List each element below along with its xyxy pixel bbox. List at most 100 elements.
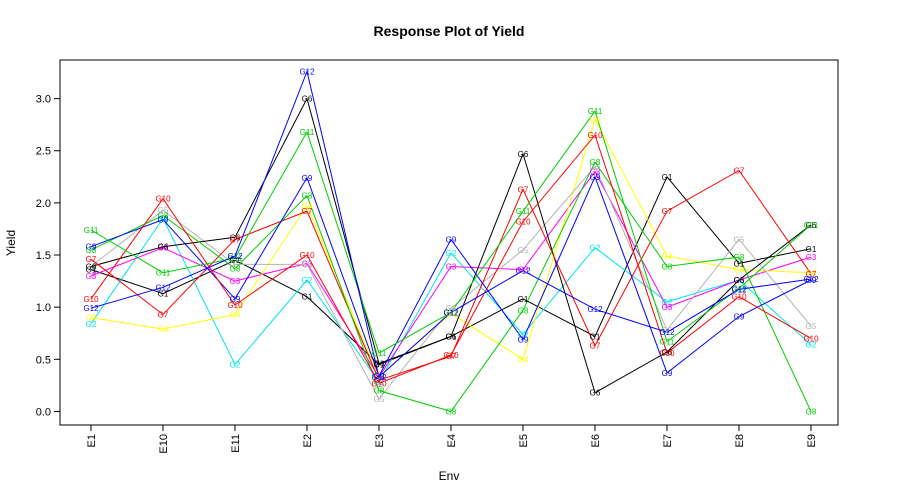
point-label-g7: G7	[86, 255, 97, 264]
series-line-g3	[90, 170, 812, 378]
series-line-g5	[90, 165, 812, 400]
plot-frame	[59, 59, 839, 426]
point-label-g9: G9	[86, 243, 97, 252]
point-label-g10: G10	[443, 351, 459, 360]
point-label-g10: G10	[515, 218, 531, 227]
point-label-g9: G9	[374, 372, 385, 381]
point-label-g10: G10	[587, 131, 603, 140]
point-label-g3: G3	[374, 373, 385, 382]
x-axis: E1 E10 E11 E2 E3 E4 E5 E6 E7 E8 E9	[86, 425, 818, 454]
y-tick-label: 1.0	[36, 302, 51, 314]
point-label-g11: G11	[588, 107, 603, 116]
x-tick-label: E11	[230, 434, 242, 453]
point-label-g2: G2	[734, 276, 745, 285]
point-label-g9: G9	[662, 369, 673, 378]
point-label-g4: G4	[518, 355, 529, 364]
point-labels: G1 G1 G1 G1 G1 G1 G1 G1 G1 G1 G1 G2 G2 G2 G2 G2 G2 G2 G2 G2…	[83, 67, 819, 416]
point-label-g6: G6	[662, 348, 673, 357]
point-label-g4: G4	[590, 115, 601, 124]
point-label-g2: G2	[302, 276, 313, 285]
point-label-g7: G7	[302, 207, 313, 216]
point-label-g8: G8	[158, 211, 169, 220]
point-label-g7: G7	[734, 167, 745, 176]
point-label-g9: G9	[158, 216, 169, 225]
point-label-g3: G3	[734, 276, 745, 285]
point-label-g9: G9	[446, 235, 457, 244]
point-label-g6: G6	[590, 389, 601, 398]
x-tick-label: E8	[734, 434, 746, 447]
point-label-g8: G8	[734, 253, 745, 262]
point-label-g3: G3	[662, 303, 673, 312]
point-label-g10: G10	[731, 293, 747, 302]
series-line-g7	[90, 169, 812, 381]
point-label-g11: G11	[732, 284, 747, 293]
y-axis: 0.0 0.5 1.0 1.5 2.0 2.5 3.0	[36, 94, 60, 418]
point-label-g1: G1	[518, 295, 529, 304]
point-label-g8: G8	[806, 407, 817, 416]
point-label-g1: G1	[590, 332, 601, 341]
y-tick-label: 2.0	[36, 198, 51, 210]
point-label-g3: G3	[86, 272, 97, 281]
point-label-g8: G8	[86, 246, 97, 255]
point-label-g11: G11	[660, 338, 675, 347]
point-label-g6: G6	[302, 95, 313, 104]
point-label-g2: G2	[590, 244, 601, 253]
series-line-g6	[90, 97, 812, 394]
point-label-g7: G7	[806, 270, 817, 279]
y-tick-label: 3.0	[36, 94, 51, 106]
point-label-g4: G4	[158, 325, 169, 334]
point-label-g5: G5	[230, 260, 241, 269]
point-label-g11: G11	[516, 207, 531, 216]
point-label-g10: G10	[83, 295, 99, 304]
point-label-g3: G3	[590, 168, 601, 177]
point-label-g8: G8	[302, 192, 313, 201]
point-label-g2: G2	[518, 330, 529, 339]
series-line-g8	[90, 161, 812, 412]
point-label-g6: G6	[806, 221, 817, 230]
point-label-g2: G2	[662, 298, 673, 307]
point-label-g7: G7	[662, 207, 673, 216]
point-label-g4: G4	[662, 252, 673, 261]
x-tick-label: E3	[374, 434, 386, 447]
point-label-g8: G8	[518, 306, 529, 315]
point-label-g1: G1	[158, 290, 169, 299]
point-label-g3: G3	[446, 262, 457, 271]
point-label-g4: G4	[86, 314, 97, 323]
point-label-g4: G4	[230, 310, 241, 319]
point-label-g12: G12	[371, 373, 387, 382]
point-label-g11: G11	[228, 254, 243, 263]
point-label-g10: G10	[299, 251, 315, 260]
point-label-g1: G1	[806, 245, 817, 254]
point-label-g5: G5	[158, 206, 169, 215]
x-tick-label: E9	[806, 434, 818, 447]
point-label-g11: G11	[444, 308, 459, 317]
point-label-g8: G8	[662, 262, 673, 271]
point-label-g1: G1	[662, 173, 673, 182]
point-label-g2: G2	[86, 320, 97, 329]
point-label-g1: G1	[230, 256, 241, 265]
point-label-g1: G1	[302, 293, 313, 302]
point-label-g6: G6	[230, 233, 241, 242]
series-line-g9	[90, 175, 812, 378]
point-label-g8: G8	[230, 265, 241, 274]
point-label-g3: G3	[518, 266, 529, 275]
point-label-g9: G9	[302, 174, 313, 183]
point-label-g12: G12	[155, 283, 171, 292]
x-tick-label: E6	[590, 434, 602, 447]
point-label-g11: G11	[804, 221, 819, 230]
point-label-g11: G11	[372, 349, 387, 358]
point-label-g10: G10	[155, 195, 171, 204]
point-label-g12: G12	[227, 252, 243, 261]
point-label-g9: G9	[806, 276, 817, 285]
point-label-g2: G2	[446, 249, 457, 258]
series-line-g2	[90, 217, 812, 384]
point-label-g12: G12	[731, 285, 747, 294]
point-label-g4: G4	[734, 266, 745, 275]
point-label-g6: G6	[374, 359, 385, 368]
point-label-g5: G5	[86, 262, 97, 271]
point-label-g9: G9	[590, 173, 601, 182]
point-label-g6: G6	[734, 276, 745, 285]
point-label-g2: G2	[158, 215, 169, 224]
point-label-g6: G6	[158, 243, 169, 252]
